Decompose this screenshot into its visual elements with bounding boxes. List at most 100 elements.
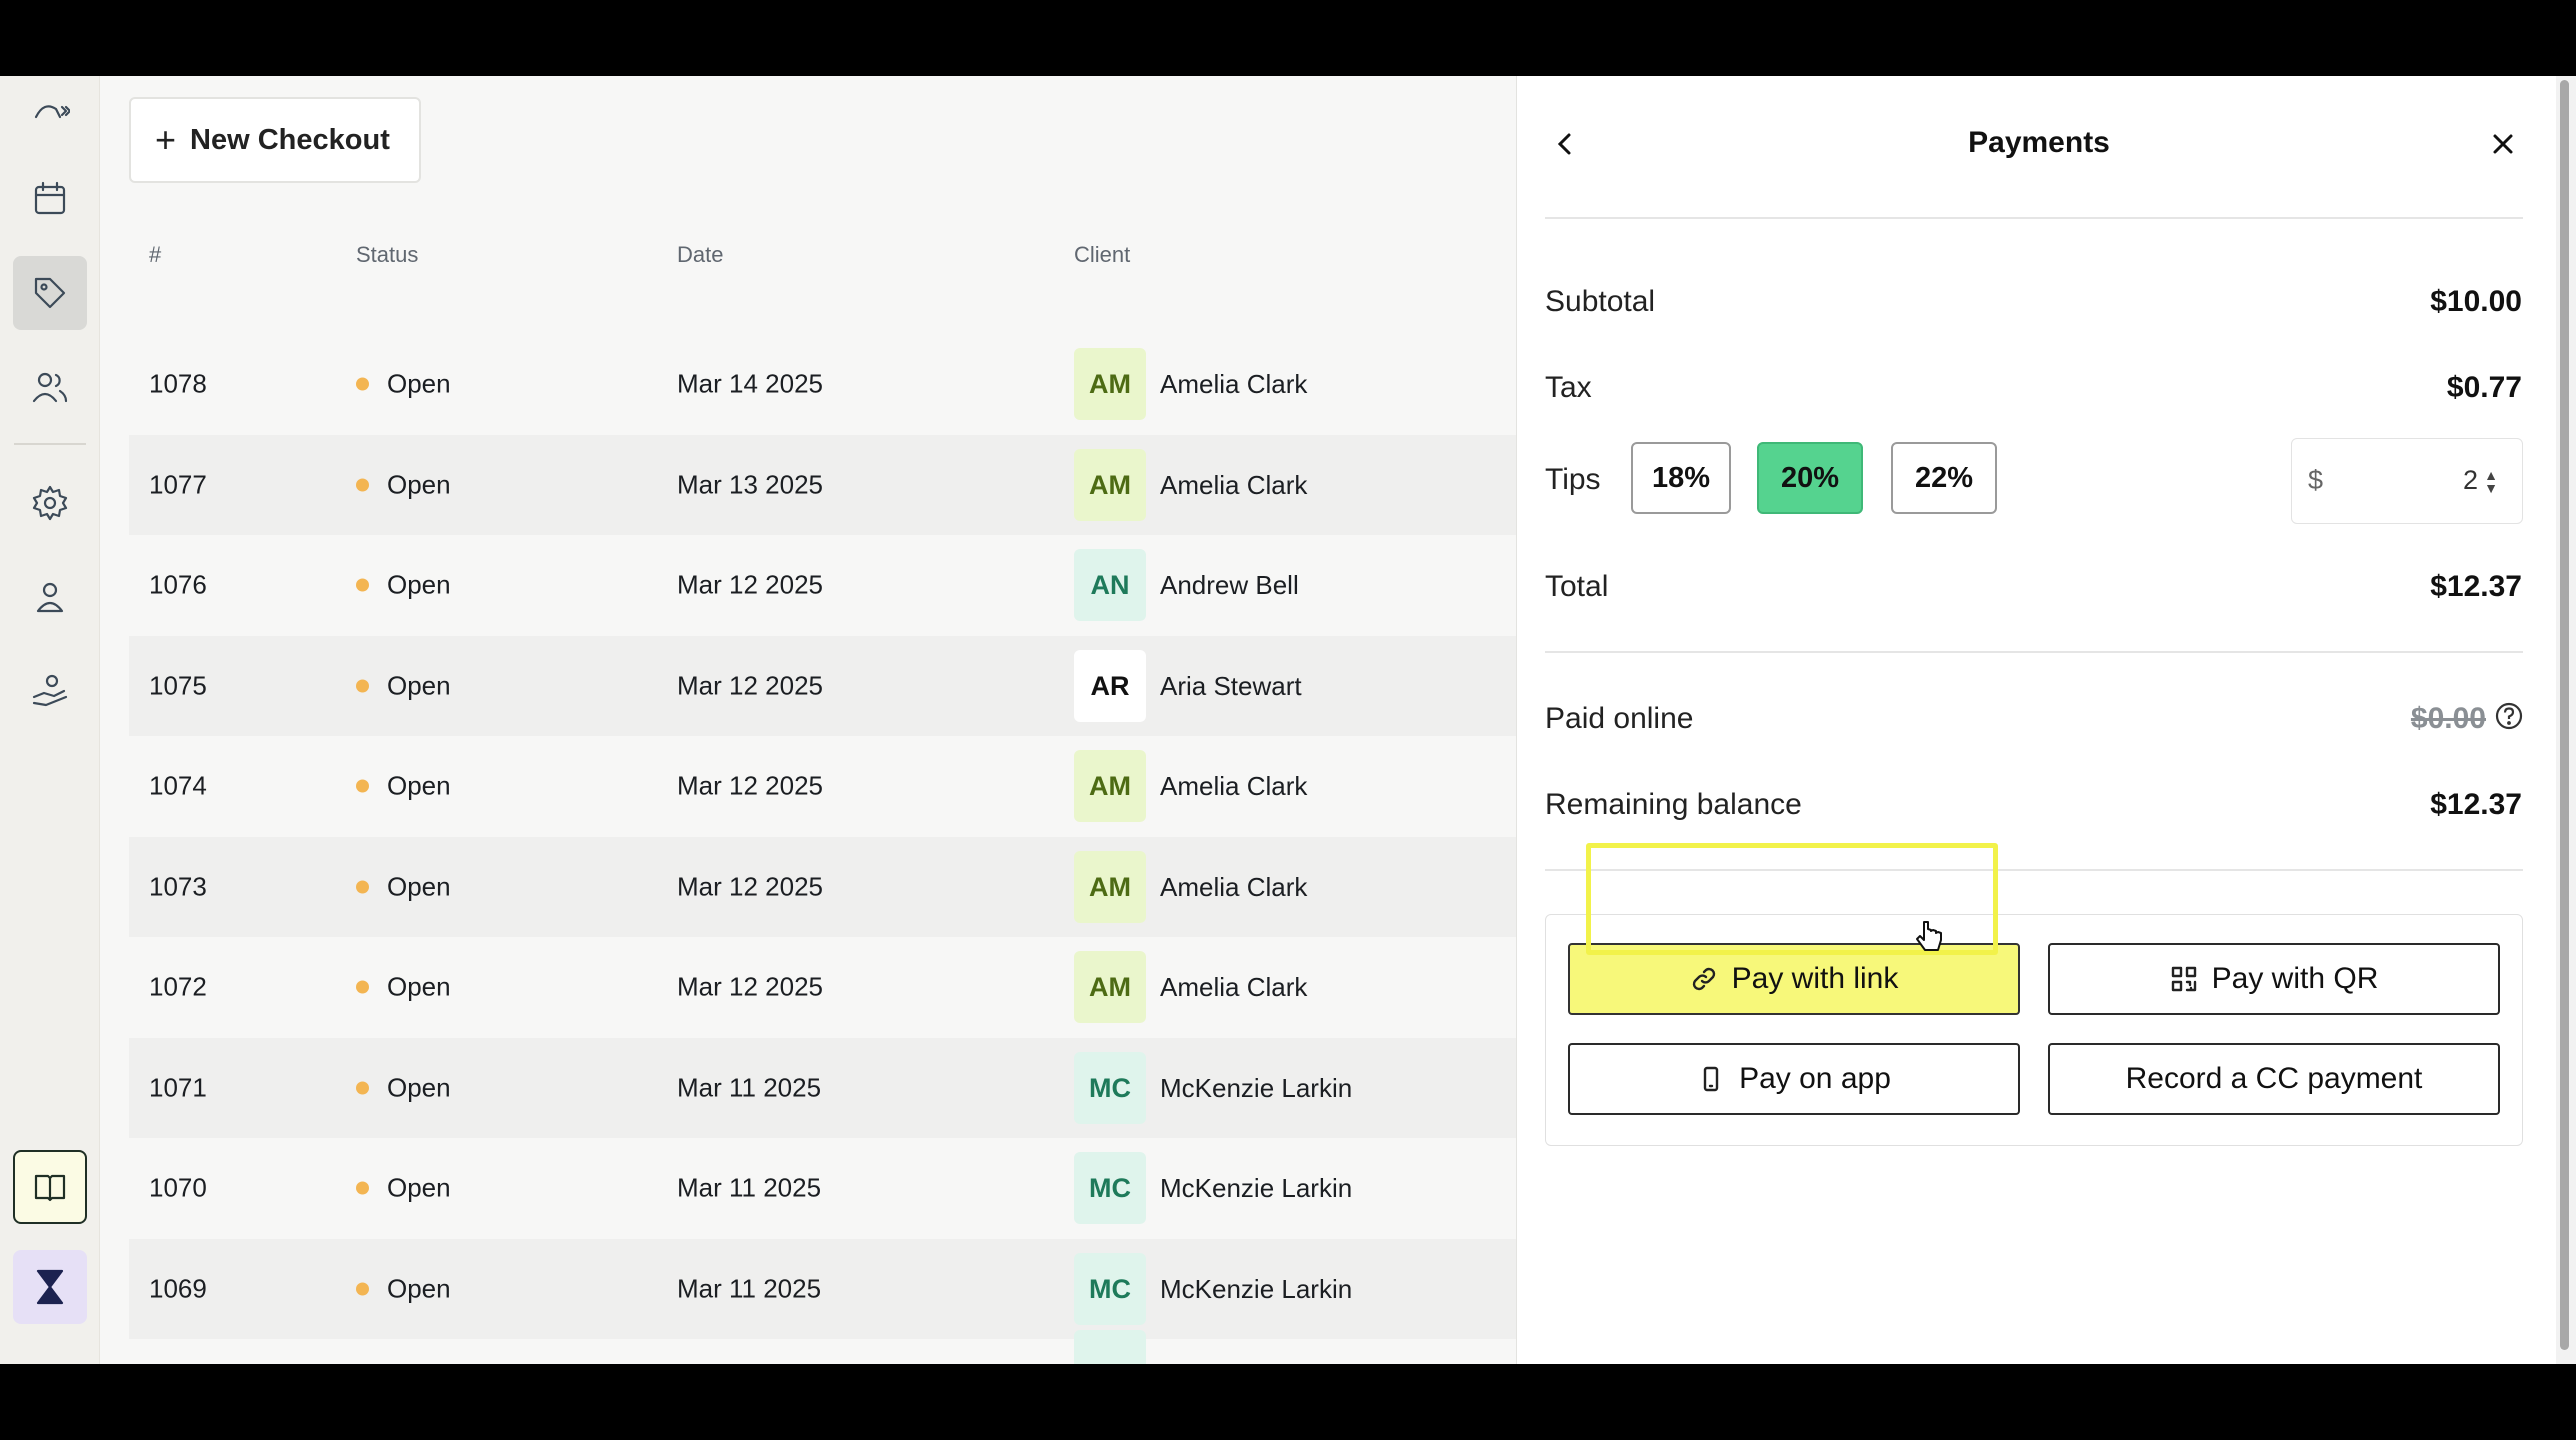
table-row[interactable]: 1076 Open Mar 12 2025 AN Andrew Bell (129, 535, 1516, 635)
client-cell: MC McKenzie Larkin (1074, 1152, 1352, 1224)
new-checkout-button[interactable]: + New Checkout (129, 97, 421, 183)
status-dot-icon (356, 880, 369, 894)
status-cell: Open (356, 771, 451, 802)
client-cell: AM Amelia Clark (1074, 449, 1307, 521)
status-label: Open (387, 1072, 451, 1103)
table-row[interactable]: 1071 Open Mar 11 2025 MC McKenzie Larkin (129, 1038, 1516, 1138)
pay-with-link-button[interactable]: Pay with link (1568, 943, 2020, 1015)
pay-on-app-button[interactable]: Pay on app (1568, 1043, 2020, 1115)
avatar: MC (1074, 1253, 1146, 1325)
total-label: Total (1545, 570, 1609, 603)
subtotal-value: $10.00 (2430, 285, 2522, 318)
qr-code-icon (2171, 966, 2196, 992)
scrollbar-thumb[interactable] (2560, 80, 2569, 1350)
close-icon[interactable] (2483, 124, 2523, 164)
checkout-date: Mar 11 2025 (677, 1072, 822, 1103)
record-cc-payment-button[interactable]: Record a CC payment (2048, 1043, 2500, 1115)
help-icon[interactable] (2494, 701, 2524, 731)
pay-with-link-label: Pay with link (1731, 962, 1899, 995)
table-row[interactable]: 1075 Open Mar 12 2025 AR Aria Stewart (129, 636, 1516, 736)
app-window: + New Checkout # Status Date Client 1078… (0, 76, 2576, 1364)
status-dot-icon (356, 1081, 369, 1095)
divider (1545, 651, 2523, 653)
divider (1545, 869, 2523, 871)
status-cell: Open (356, 470, 451, 501)
status-cell: Open (356, 1274, 451, 1305)
column-header-number: # (149, 242, 162, 267)
client-name: Amelia Clark (1160, 871, 1308, 902)
tip-option-22[interactable]: 22% (1891, 442, 1997, 514)
checkout-date: Mar 12 2025 (677, 670, 823, 701)
avatar: AM (1074, 750, 1146, 822)
client-name: McKenzie Larkin (1160, 1172, 1353, 1203)
tip-option-20[interactable]: 20% (1757, 442, 1863, 514)
book-icon[interactable] (13, 1150, 87, 1224)
client-name: Andrew Bell (1160, 569, 1299, 600)
new-checkout-label: New Checkout (190, 123, 390, 156)
client-cell: AM Amelia Clark (1074, 951, 1307, 1023)
payments-panel: Payments Subtotal $10.00 Tax $0.77 Tips … (1516, 76, 2560, 1364)
tip-amount-value: 2 (2462, 465, 2478, 495)
client-cell: MC McKenzie Larkin (1074, 1052, 1352, 1124)
checkout-number: 1078 (149, 368, 207, 399)
tag-icon[interactable] (13, 256, 87, 330)
remaining-balance-value: $12.37 (2430, 788, 2522, 821)
avatar: AR (1074, 650, 1146, 722)
status-dot-icon (356, 578, 369, 592)
status-dot-icon (356, 980, 369, 994)
users-icon[interactable] (13, 350, 87, 424)
checkout-date: Mar 11 2025 (677, 1172, 822, 1203)
status-dot-icon (356, 679, 369, 693)
client-name: Amelia Clark (1160, 770, 1308, 801)
client-name: Amelia Clark (1160, 368, 1308, 399)
status-dot-icon (356, 1282, 369, 1296)
tip-option-18[interactable]: 18% (1631, 442, 1731, 514)
client-cell: AM Amelia Clark (1074, 851, 1307, 923)
status-cell: Open (356, 570, 451, 601)
status-cell: Open (356, 1173, 451, 1204)
status-label: Open (387, 1172, 451, 1203)
table-row[interactable]: 1078 Open Mar 14 2025 AM Amelia Clark (129, 334, 1516, 434)
table-row[interactable]: 1072 Open Mar 12 2025 AM Amelia Clark (129, 937, 1516, 1037)
panel-title: Payments (1968, 126, 2110, 159)
logo-expand-icon[interactable] (13, 76, 87, 150)
status-cell: Open (356, 369, 451, 400)
checkout-number: 1070 (149, 1172, 207, 1203)
status-label: Open (387, 670, 451, 701)
hand-care-icon[interactable] (13, 654, 87, 728)
custom-tip-input[interactable]: $ 2 ▲ ▼ (2291, 438, 2523, 524)
gear-icon[interactable] (13, 466, 87, 540)
link-icon (1692, 967, 1715, 991)
paid-online-label: Paid online (1545, 702, 1694, 735)
table-row[interactable]: 1070 Open Mar 11 2025 MC McKenzie Larkin (129, 1138, 1516, 1238)
status-label: Open (387, 971, 451, 1002)
tip-stepper-icon[interactable]: ▲ ▼ (2484, 467, 2498, 496)
tip-currency-symbol: $ (2308, 465, 2324, 495)
avatar: AN (1074, 549, 1146, 621)
avatar: AM (1074, 348, 1146, 420)
checkout-number: 1069 (149, 1273, 207, 1304)
table-row[interactable]: 1074 Open Mar 12 2025 AM Amelia Clark (129, 736, 1516, 836)
pay-with-qr-button[interactable]: Pay with QR (2048, 943, 2500, 1015)
table-row[interactable]: 1073 Open Mar 12 2025 AM Amelia Clark (129, 837, 1516, 937)
checkout-number: 1076 (149, 569, 207, 600)
status-label: Open (387, 770, 451, 801)
avatar: MC (1074, 1152, 1146, 1224)
hourglass-logo-icon[interactable] (13, 1250, 87, 1324)
status-label: Open (387, 569, 451, 600)
table-row[interactable]: 1069 Open Mar 11 2025 MC McKenzie Larkin (129, 1239, 1516, 1339)
calendar-icon[interactable] (13, 162, 87, 236)
total-value: $12.37 (2430, 570, 2522, 603)
client-cell: AM Amelia Clark (1074, 348, 1307, 420)
checkout-date: Mar 11 2025 (677, 1273, 822, 1304)
checkout-number: 1074 (149, 770, 207, 801)
table-row[interactable]: 1077 Open Mar 13 2025 AM Amelia Clark (129, 435, 1516, 535)
tips-label: Tips (1545, 463, 1601, 496)
checkout-number: 1077 (149, 469, 207, 500)
table-header: # Status Date Client (129, 210, 1516, 300)
avatar (1074, 1330, 1146, 1364)
user-icon[interactable] (13, 560, 87, 634)
checkout-number: 1071 (149, 1072, 207, 1103)
client-cell: AR Aria Stewart (1074, 650, 1302, 722)
back-icon[interactable] (1545, 124, 1585, 164)
